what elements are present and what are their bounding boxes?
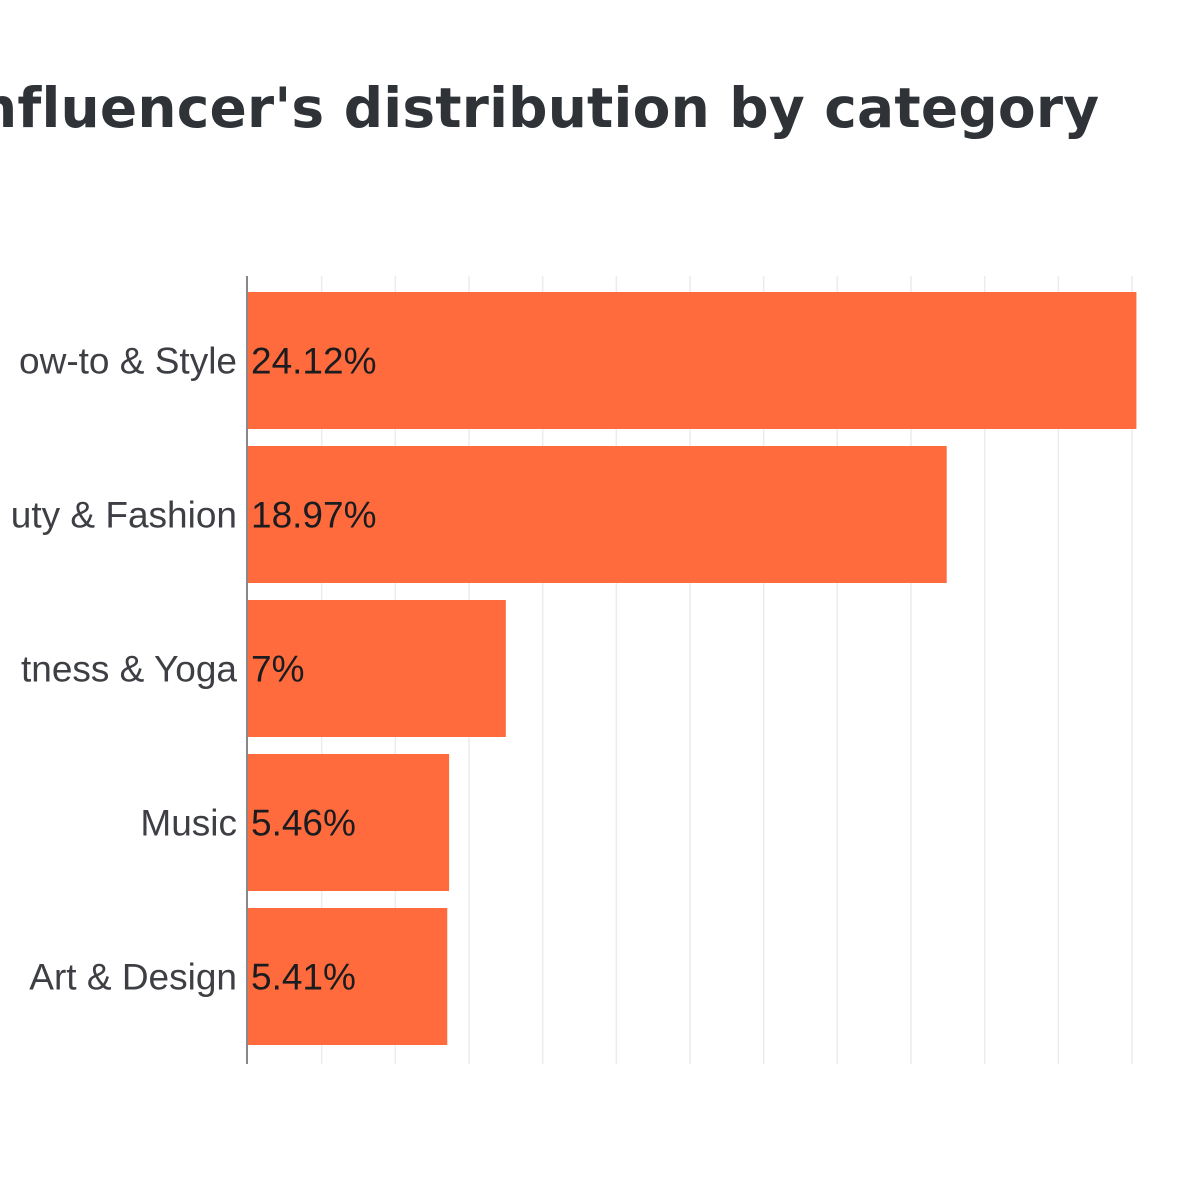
value-label: 7% <box>251 649 304 690</box>
value-label: 5.46% <box>251 803 356 844</box>
category-label: Music <box>140 803 237 844</box>
bar <box>248 600 506 737</box>
category-label: tness & Yoga <box>21 649 237 690</box>
category-label: ow-to & Style <box>19 341 237 382</box>
value-label: 18.97% <box>251 495 377 536</box>
bar <box>248 446 947 583</box>
chart-title: nfluencer's distribution by category <box>0 76 1100 140</box>
labels: ow-to & Style 24.12% uty & Fashion 18.97% tn… <box>11 341 377 998</box>
value-label: 5.41% <box>251 957 356 998</box>
bars <box>248 292 1137 1045</box>
value-label: 24.12% <box>251 341 377 382</box>
bar <box>248 908 448 1045</box>
category-label: uty & Fashion <box>11 495 237 536</box>
bar <box>248 754 450 891</box>
category-label: Art & Design <box>29 957 237 998</box>
bar <box>248 292 1137 429</box>
